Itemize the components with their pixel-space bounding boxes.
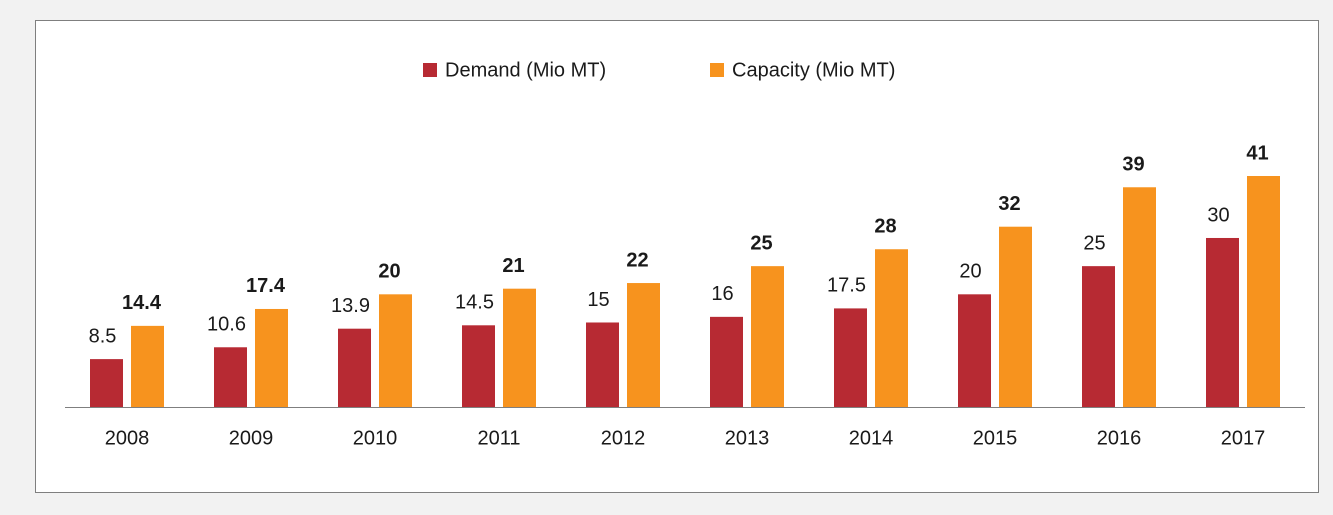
bar (255, 308, 288, 407)
data-label: 17.5 (827, 275, 866, 297)
x-tick-label: 2010 (353, 427, 398, 449)
data-label: 30 (1207, 204, 1229, 226)
bar (503, 288, 536, 407)
x-tick-label: 2012 (601, 427, 646, 449)
x-tick-label: 2014 (849, 427, 894, 449)
bar (710, 316, 743, 407)
bar (379, 294, 412, 407)
bar (90, 359, 123, 407)
legend-label: Capacity (Mio MT) (732, 59, 895, 81)
data-label: 22 (626, 249, 648, 271)
data-label: 21 (502, 255, 524, 277)
x-tick-label: 2015 (973, 427, 1018, 449)
data-label: 25 (750, 232, 772, 254)
x-tick-label: 2008 (105, 427, 150, 449)
data-label: 17.4 (246, 275, 286, 297)
data-label: 15 (587, 289, 609, 311)
x-tick-label: 2017 (1221, 427, 1266, 449)
data-label: 13.9 (331, 295, 370, 317)
data-label: 28 (874, 216, 896, 238)
bar (834, 308, 867, 407)
bar (627, 283, 660, 407)
data-label: 14.5 (455, 292, 494, 314)
data-label: 14.4 (122, 292, 162, 314)
legend-swatch (423, 63, 437, 77)
data-label: 8.5 (89, 325, 117, 347)
bar (338, 328, 371, 407)
data-label: 25 (1083, 232, 1105, 254)
bar (214, 347, 247, 407)
data-label: 41 (1246, 142, 1268, 164)
data-label: 20 (378, 261, 400, 283)
bar (1206, 237, 1239, 407)
bar (875, 249, 908, 407)
legend-swatch (710, 63, 724, 77)
bar (1247, 176, 1280, 407)
data-label: 39 (1122, 154, 1144, 176)
bar (958, 294, 991, 407)
x-tick-label: 2009 (229, 427, 274, 449)
bar (1082, 266, 1115, 407)
data-label: 16 (711, 283, 733, 305)
data-label: 20 (959, 261, 981, 283)
data-label: 10.6 (207, 314, 246, 336)
bar (1123, 187, 1156, 407)
bar (586, 322, 619, 407)
chart-panel (35, 20, 1319, 493)
bar (131, 325, 164, 407)
x-tick-label: 2011 (477, 427, 520, 449)
bar (751, 266, 784, 407)
legend-label: Demand (Mio MT) (445, 59, 606, 81)
x-tick-label: 2016 (1097, 427, 1142, 449)
data-label: 32 (998, 193, 1020, 215)
x-tick-label: 2013 (725, 427, 770, 449)
bar (462, 325, 495, 407)
bar (999, 226, 1032, 407)
